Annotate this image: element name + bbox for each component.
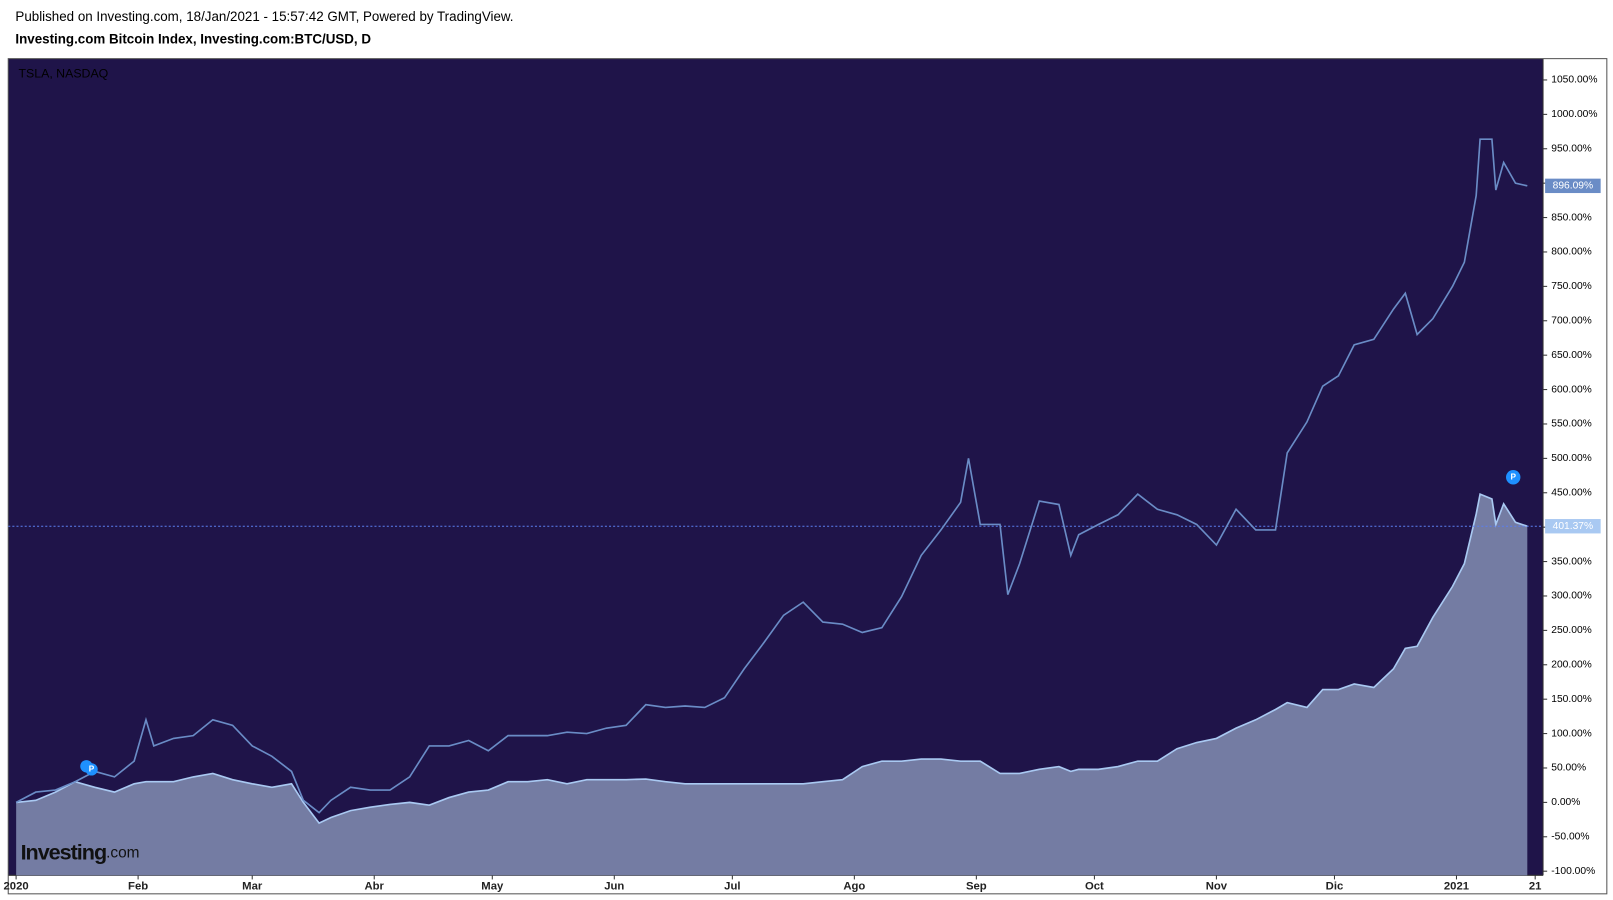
x-tick-label: Jul <box>724 881 740 893</box>
x-tick-label: 21 <box>1529 881 1542 893</box>
y-tick-label: 300.00% <box>1551 591 1592 602</box>
x-tick-label: Nov <box>1206 881 1228 893</box>
price-tag <box>1545 178 1601 194</box>
x-tick-label: Jun <box>604 881 624 893</box>
price-tag <box>1545 519 1601 534</box>
y-tick-label: 750.00% <box>1551 281 1592 292</box>
published-note: Published on Investing.com, 18/Jan/2021 … <box>15 9 513 24</box>
y-tick-label: 0.00% <box>1551 797 1580 808</box>
y-tick-label: 700.00% <box>1551 315 1592 326</box>
y-tick-label: 200.00% <box>1551 659 1592 670</box>
y-tick-label: 550.00% <box>1551 419 1592 430</box>
p-marker: P <box>80 760 98 776</box>
x-tick-label: Feb <box>128 881 148 893</box>
y-tick-label: 600.00% <box>1551 384 1592 395</box>
area <box>16 494 1528 876</box>
frame <box>7 58 1608 895</box>
x-tick-label: Ago <box>843 881 865 893</box>
logo-suffix: .com <box>106 845 139 862</box>
legend-entry: TSLA, NASDAQ <box>19 66 109 80</box>
y-tick-label: 450.00% <box>1551 487 1592 498</box>
x-tick-label: 2021 <box>1444 881 1469 893</box>
y-tick-label: 350.00% <box>1551 556 1592 567</box>
y-tick-label: 1000.00% <box>1551 109 1597 120</box>
x-tick-label: Mar <box>242 881 263 893</box>
y-tick-label: 1050.00% <box>1551 75 1597 86</box>
x-tick-label: 2020 <box>4 881 29 893</box>
y-tick-label: 50.00% <box>1551 763 1586 774</box>
y-tick-label: 500.00% <box>1551 453 1592 464</box>
plot-layer <box>8 138 1544 876</box>
logo: Investing.com <box>21 839 140 864</box>
price-tag-label: 401.37% <box>1553 521 1594 532</box>
symbol-title: Investing.com Bitcoin Index, Investing.c… <box>15 32 371 47</box>
svg-text:P: P <box>1510 472 1516 481</box>
y-tick-label: 250.00% <box>1551 625 1592 636</box>
y-tick-label: 150.00% <box>1551 694 1592 705</box>
y-tick-label: -50.00% <box>1551 832 1589 843</box>
logo-brand: Investing <box>21 839 107 864</box>
p-marker: P <box>1506 470 1521 485</box>
x-tick-label: Abr <box>364 881 384 893</box>
x-tick-label: Oct <box>1085 881 1104 893</box>
y-tick-label: 950.00% <box>1551 143 1592 154</box>
series-line <box>15 138 1528 814</box>
x-tick-label: May <box>481 881 504 893</box>
y-tick-label: 650.00% <box>1551 350 1592 361</box>
series-line <box>16 492 1528 825</box>
y-tick-label: -100.00% <box>1551 866 1595 877</box>
x-tick-label: Dic <box>1326 881 1344 893</box>
y-tick-label: 100.00% <box>1551 728 1592 739</box>
svg-text:P: P <box>89 765 95 774</box>
x-tick-label: Sep <box>966 881 987 893</box>
y-tick-label: 800.00% <box>1551 247 1592 258</box>
price-tag-label: 896.09% <box>1553 181 1594 192</box>
y-tick-label: 850.00% <box>1551 212 1592 223</box>
